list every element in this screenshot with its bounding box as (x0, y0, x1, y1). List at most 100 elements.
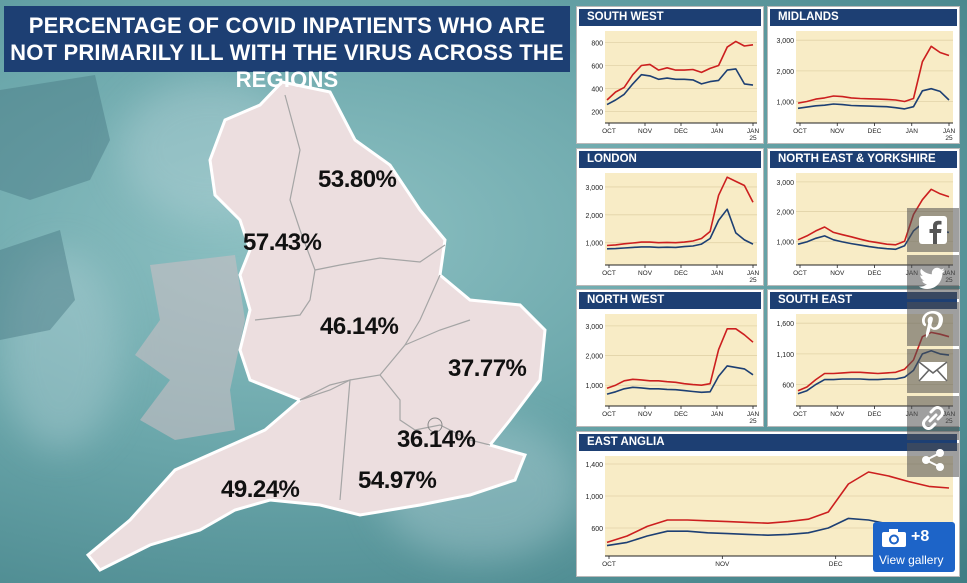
y-tick-label: 3,000 (585, 324, 603, 331)
wales-shape (135, 255, 245, 440)
link-icon (922, 406, 944, 430)
series-line-blue (606, 365, 754, 395)
plot-area (605, 314, 757, 406)
gallery-label: View gallery (879, 553, 944, 567)
facebook-share-button[interactable] (907, 208, 959, 252)
pinterest-share-button[interactable] (907, 302, 959, 346)
y-tick-label: 2,000 (585, 213, 603, 220)
chart-panel-south-west: SOUTH WEST 200 400 600 800 OCT NOV DEC JAN JAN 25 (576, 6, 764, 144)
facebook-icon (919, 216, 947, 244)
x-tick-label: DEC (674, 128, 688, 135)
map-label-midlands: 46.14% (320, 313, 399, 340)
series-line-blue (797, 87, 950, 110)
series-line-red (606, 471, 950, 544)
twitter-share-button[interactable] (907, 255, 959, 299)
map-label-london: 36.14% (397, 426, 476, 453)
series-line-red (606, 327, 754, 389)
scotland-shape (0, 75, 110, 200)
chart-title: SOUTH WEST (579, 9, 761, 26)
y-tick-label: 3,000 (585, 185, 603, 192)
x-tick-label: JAN (711, 270, 724, 277)
chart-title: EAST ANGLIA (579, 434, 957, 451)
y-tick-label: 600 (591, 64, 603, 71)
y-tick-label: 600 (591, 526, 603, 533)
x-tick-label: NOV (638, 411, 653, 418)
chart-title: MIDLANDS (770, 9, 957, 26)
share-button[interactable] (907, 443, 959, 477)
chart-panel-london: LONDON 1,000 2,000 3,000 OCT NOV DEC JAN JAN 25 (576, 148, 764, 286)
y-tick-label: 400 (591, 87, 603, 94)
y-tick-label: 1,600 (776, 321, 794, 328)
y-tick-label: 1,000 (776, 239, 794, 246)
x-tick-label: DEC (868, 128, 882, 135)
y-tick-label: 600 (782, 383, 794, 390)
region-borders (254, 94, 491, 501)
x-tick-label: JAN (711, 128, 724, 135)
chart-title: LONDON (579, 151, 761, 168)
y-tick-label: 3,000 (776, 38, 794, 45)
x-tick-label: DEC (829, 561, 843, 568)
x-tick-label: DEC (674, 411, 688, 418)
link-share-button[interactable] (907, 396, 959, 440)
y-tick-label: 1,000 (776, 100, 794, 107)
y-tick-label: 3,000 (776, 180, 794, 187)
x-tick-label: JAN (711, 411, 724, 418)
x-tick-label: 25 (749, 277, 757, 284)
map-label-north-west: 57.43% (243, 229, 322, 256)
y-tick-label: 1,000 (585, 241, 603, 248)
plot-area (796, 31, 953, 123)
email-share-button[interactable] (907, 349, 959, 393)
plot-area (605, 173, 757, 265)
view-gallery-button[interactable]: +8 View gallery (873, 522, 955, 572)
y-tick-label: 800 (591, 41, 603, 48)
gallery-count: +8 (911, 528, 930, 545)
x-tick-label: OCT (602, 411, 616, 418)
y-tick-label: 2,000 (585, 354, 603, 361)
x-tick-label: OCT (602, 270, 616, 277)
x-tick-label: OCT (793, 270, 807, 277)
map-label-south-west: 49.24% (221, 476, 300, 503)
series-line-red (606, 40, 754, 101)
x-tick-label: 25 (749, 135, 757, 142)
y-tick-label: 1,000 (585, 494, 603, 501)
x-tick-label: DEC (868, 270, 882, 277)
series-line-blue (606, 68, 754, 106)
england-outline (85, 80, 547, 572)
chart-title: NORTH EAST & YORKSHIRE (770, 151, 957, 168)
x-tick-label: NOV (830, 128, 845, 135)
x-tick-label: JAN (747, 411, 760, 418)
y-tick-label: 2,000 (776, 210, 794, 217)
map-label-north-east-yorkshire: 53.80% (318, 166, 397, 193)
y-tick-label: 1,000 (585, 383, 603, 390)
series-line-red (606, 176, 754, 247)
y-tick-label: 1,100 (776, 352, 794, 359)
x-tick-label: 25 (749, 418, 757, 425)
x-tick-label: JAN (906, 128, 919, 135)
x-tick-label: NOV (830, 411, 845, 418)
map-label-east-anglia: 37.77% (448, 355, 527, 382)
x-tick-label: NOV (830, 270, 845, 277)
x-tick-label: OCT (602, 128, 616, 135)
twitter-icon (918, 267, 945, 289)
x-tick-label: OCT (793, 411, 807, 418)
chart-panel-north-west: NORTH WEST 1,000 2,000 3,000 OCT NOV DEC JAN JA… (576, 289, 764, 427)
ireland-shape (0, 230, 75, 340)
plot-area (605, 31, 757, 123)
y-tick-label: 200 (591, 110, 603, 117)
share-icon (922, 449, 944, 471)
y-tick-label: 2,000 (776, 69, 794, 76)
pinterest-icon (922, 311, 943, 338)
email-icon (918, 361, 948, 382)
x-tick-label: NOV (638, 270, 653, 277)
series-line-blue (606, 208, 754, 250)
x-tick-label: OCT (602, 561, 616, 568)
chart-panel-midlands: MIDLANDS 1,000 2,000 3,000 OCT NOV DEC JAN JAN 2… (767, 6, 960, 144)
